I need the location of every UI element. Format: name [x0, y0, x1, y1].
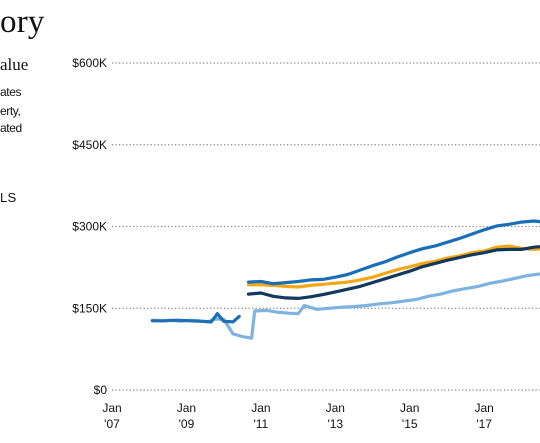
x-tick-year: '15 [402, 417, 418, 431]
series-lines [150, 219, 540, 340]
y-tick-label: $450K [72, 138, 107, 152]
x-tick-month: Jan [251, 401, 270, 415]
x-tick-year: '13 [327, 417, 343, 431]
x-tick-month: Jan [102, 401, 121, 415]
series-line-4 [246, 219, 540, 286]
y-axis-ticks: $600K $450K $300K $150K $0 [72, 56, 107, 397]
x-tick: Jan '13 [326, 401, 345, 431]
series-line-2 [150, 312, 241, 324]
series-line-5 [246, 245, 540, 300]
legend-fragment: LS [0, 190, 17, 205]
y-tick-label: $0 [94, 383, 108, 397]
x-tick-month: Jan [177, 401, 196, 415]
y-tick-label: $150K [72, 301, 107, 315]
x-tick: Jan '15 [400, 401, 419, 431]
x-tick: Jan '11 [251, 401, 270, 431]
x-tick-year: '07 [104, 417, 120, 431]
x-tick-year: '09 [179, 417, 195, 431]
gridlines [112, 62, 540, 391]
description-line-3: ated [0, 121, 22, 135]
x-tick: Jan '17 [474, 401, 493, 431]
x-tick-year: '17 [476, 417, 492, 431]
description-line-2: erty, [0, 104, 21, 118]
x-tick: Jan '09 [177, 401, 196, 431]
y-tick-label: $300K [72, 220, 107, 234]
y-tick-label: $600K [72, 56, 107, 70]
description-line-1: ates [0, 85, 22, 99]
chart-subtitle-fragment: alue [0, 55, 29, 74]
x-tick-month: Jan [400, 401, 419, 415]
chart-title-fragment: ory [0, 4, 45, 40]
series-line-3 [246, 244, 540, 289]
x-axis-ticks: Jan '07 Jan '09 Jan '11 Jan '13 Jan '15 Jan '17 [102, 401, 494, 431]
x-tick: Jan '07 [102, 401, 121, 431]
x-tick-month: Jan [326, 401, 345, 415]
x-tick-year: '11 [253, 417, 268, 431]
x-tick-month: Jan [474, 401, 493, 415]
